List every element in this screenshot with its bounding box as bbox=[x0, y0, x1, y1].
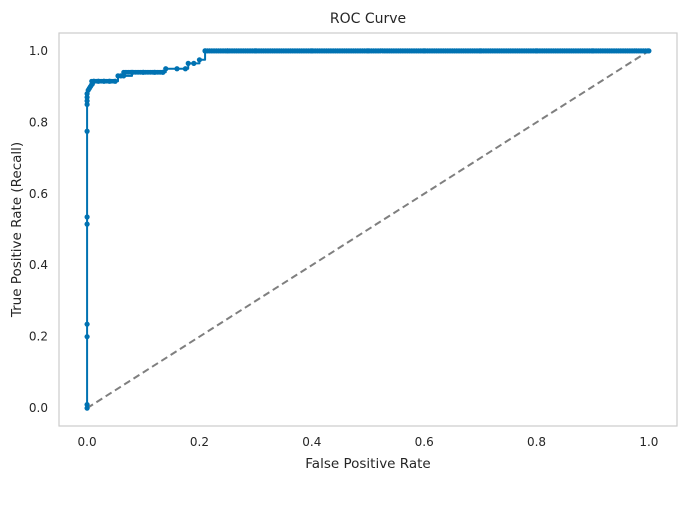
x-tick-label: 0.4 bbox=[302, 435, 321, 449]
x-tick-label: 0.6 bbox=[415, 435, 434, 449]
roc-point bbox=[84, 221, 90, 227]
x-tick-label: 0.8 bbox=[527, 435, 546, 449]
roc-point bbox=[84, 128, 90, 134]
y-tick-label: 0.0 bbox=[29, 401, 48, 415]
roc-point bbox=[191, 60, 197, 66]
axes-frame bbox=[58, 32, 678, 427]
x-tick-label: 0.0 bbox=[78, 435, 97, 449]
roc-point bbox=[645, 48, 651, 54]
roc-point bbox=[84, 94, 90, 100]
y-tick-label: 0.6 bbox=[29, 187, 48, 201]
roc-point bbox=[163, 66, 169, 72]
x-tick-labels: 0.0 0.2 0.4 0.6 0.8 1.0 bbox=[78, 435, 659, 449]
roc-point bbox=[185, 60, 191, 66]
roc-markers bbox=[84, 48, 652, 411]
roc-point bbox=[84, 98, 90, 104]
roc-point bbox=[182, 66, 189, 72]
x-tick-label: 1.0 bbox=[639, 435, 658, 449]
y-tick-label: 1.0 bbox=[29, 44, 48, 58]
roc-point bbox=[159, 69, 165, 75]
roc-point bbox=[174, 66, 180, 72]
y-tick-label: 0.2 bbox=[29, 330, 48, 344]
diagonal-reference-line bbox=[86, 50, 650, 409]
roc-point bbox=[84, 334, 90, 340]
roc-point bbox=[111, 78, 116, 84]
x-axis-label: False Positive Rate bbox=[305, 456, 430, 472]
chart-title: ROC Curve bbox=[330, 11, 406, 27]
roc-point bbox=[84, 401, 90, 408]
roc-point bbox=[196, 57, 203, 63]
y-tick-label: 0.8 bbox=[29, 115, 48, 129]
x-tick-label: 0.2 bbox=[190, 435, 209, 449]
y-axis-label: True Positive Rate (Recall) bbox=[9, 142, 25, 318]
roc-point bbox=[84, 101, 90, 108]
y-tick-labels: 0.0 0.2 0.4 0.6 0.8 1.0 bbox=[29, 44, 48, 415]
roc-point bbox=[84, 405, 90, 411]
plot-area bbox=[84, 48, 652, 411]
roc-point bbox=[84, 321, 90, 327]
y-tick-label: 0.4 bbox=[29, 258, 48, 272]
roc-point bbox=[84, 214, 90, 220]
